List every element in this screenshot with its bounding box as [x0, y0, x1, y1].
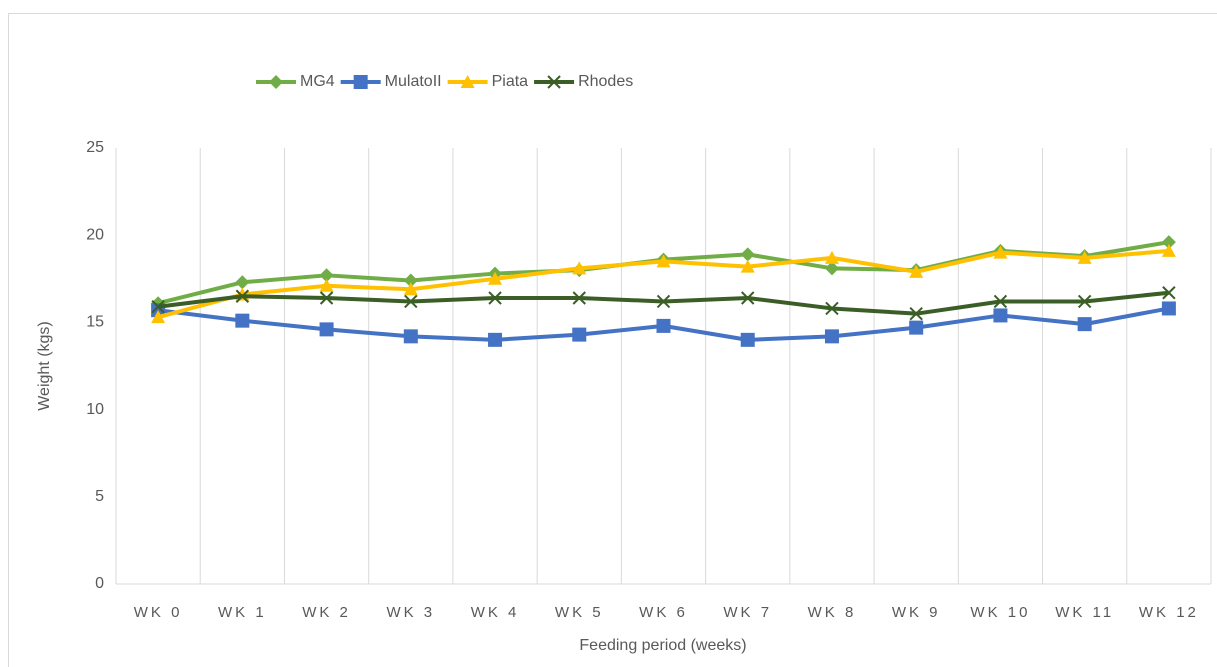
marker [824, 329, 839, 344]
marker [656, 318, 671, 333]
x-tick-label: WK 0 [134, 604, 183, 621]
marker [572, 261, 587, 275]
legend-label: Rhodes [578, 73, 633, 90]
marker [151, 310, 166, 324]
marker [993, 308, 1008, 323]
x-tick-label: WK 2 [302, 604, 351, 621]
marker [993, 294, 1008, 309]
marker [656, 294, 671, 309]
y-tick-label: 5 [95, 488, 104, 505]
marker [909, 264, 924, 278]
marker [740, 259, 755, 273]
marker [488, 291, 502, 305]
marker [824, 261, 839, 276]
marker [1161, 301, 1176, 316]
x-tick-label: WK 5 [555, 604, 604, 621]
marker [824, 250, 839, 264]
marker [403, 329, 418, 344]
y-tick-label: 15 [86, 314, 104, 331]
x-tick-label: WK 9 [892, 604, 941, 621]
y-tick-label: 25 [86, 139, 104, 156]
marker [993, 245, 1008, 259]
x-tick-label: WK 8 [808, 604, 857, 621]
marker [319, 278, 334, 292]
y-tick-label: 0 [95, 575, 104, 592]
x-tick-label: WK 11 [1055, 604, 1114, 621]
marker [488, 271, 503, 285]
marker [909, 306, 923, 321]
x-tick-label: WK 1 [218, 604, 267, 621]
marker [1077, 294, 1092, 309]
x-tick-label: WK 4 [471, 604, 520, 621]
marker [740, 247, 755, 262]
y-tick-label: 20 [86, 226, 104, 243]
marker [403, 282, 418, 296]
marker [319, 268, 334, 283]
marker [909, 320, 924, 335]
marker [741, 291, 755, 305]
marker [460, 75, 475, 88]
x-tick-label: WK 7 [723, 604, 772, 621]
x-tick-label: WK 6 [639, 604, 688, 621]
marker [269, 75, 283, 89]
legend-label: Piata [492, 73, 529, 90]
marker [151, 299, 165, 314]
marker [235, 313, 250, 328]
x-tick-label: WK 10 [970, 604, 1030, 621]
marker [353, 75, 368, 89]
marker [319, 322, 334, 337]
y-tick-label: 10 [86, 401, 104, 418]
marker [319, 291, 334, 305]
legend-label: MulatoII [385, 73, 442, 90]
legend-label: MG4 [300, 73, 335, 90]
marker [572, 327, 587, 342]
marker [1161, 235, 1176, 250]
marker [488, 332, 503, 347]
marker [403, 273, 418, 288]
marker [1161, 243, 1176, 257]
marker [235, 275, 250, 290]
x-tick-label: WK 12 [1139, 604, 1199, 621]
marker [547, 75, 561, 89]
x-axis-title: Feeding period (weeks) [579, 637, 746, 654]
marker [656, 254, 671, 268]
marker [235, 289, 250, 303]
marker [1077, 250, 1092, 264]
x-tick-label: WK 3 [386, 604, 435, 621]
marker [1162, 286, 1176, 300]
marker [404, 294, 418, 309]
marker [572, 291, 586, 305]
y-axis-title: Weight (kgs) [36, 321, 53, 411]
marker [1077, 317, 1092, 332]
chart-border [8, 13, 1217, 667]
marker [825, 301, 839, 316]
marker [740, 332, 755, 347]
